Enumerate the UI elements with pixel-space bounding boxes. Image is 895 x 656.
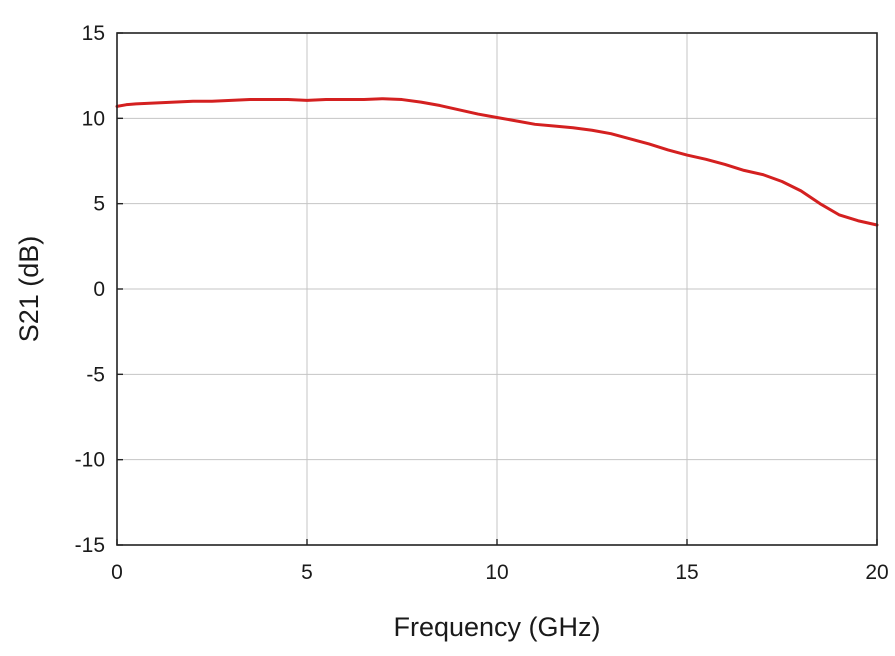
- x-axis-label: Frequency (GHz): [393, 612, 600, 642]
- x-tick-label: 20: [865, 561, 888, 584]
- series-line: [115, 97, 879, 227]
- x-tick-label: 15: [675, 561, 698, 584]
- y-tick-label: 15: [82, 22, 105, 45]
- y-axis-label: S21 (dB): [14, 236, 44, 343]
- x-axis-ticks: 0 5 10 15 20: [111, 539, 889, 584]
- x-tick-label: 5: [301, 561, 313, 584]
- y-tick-label: -15: [75, 534, 105, 557]
- y-tick-label: -10: [75, 449, 105, 472]
- y-tick-label: 0: [93, 278, 105, 301]
- x-tick-label: 10: [485, 561, 508, 584]
- grid: [117, 33, 877, 545]
- y-tick-label: -5: [86, 363, 105, 386]
- y-tick-label: 5: [93, 193, 105, 216]
- y-axis-ticks: -15 -10 -5 0 5 10 15: [75, 22, 123, 557]
- y-tick-label: 10: [82, 107, 105, 130]
- x-tick-label: 0: [111, 561, 123, 584]
- series-layer: [115, 97, 879, 227]
